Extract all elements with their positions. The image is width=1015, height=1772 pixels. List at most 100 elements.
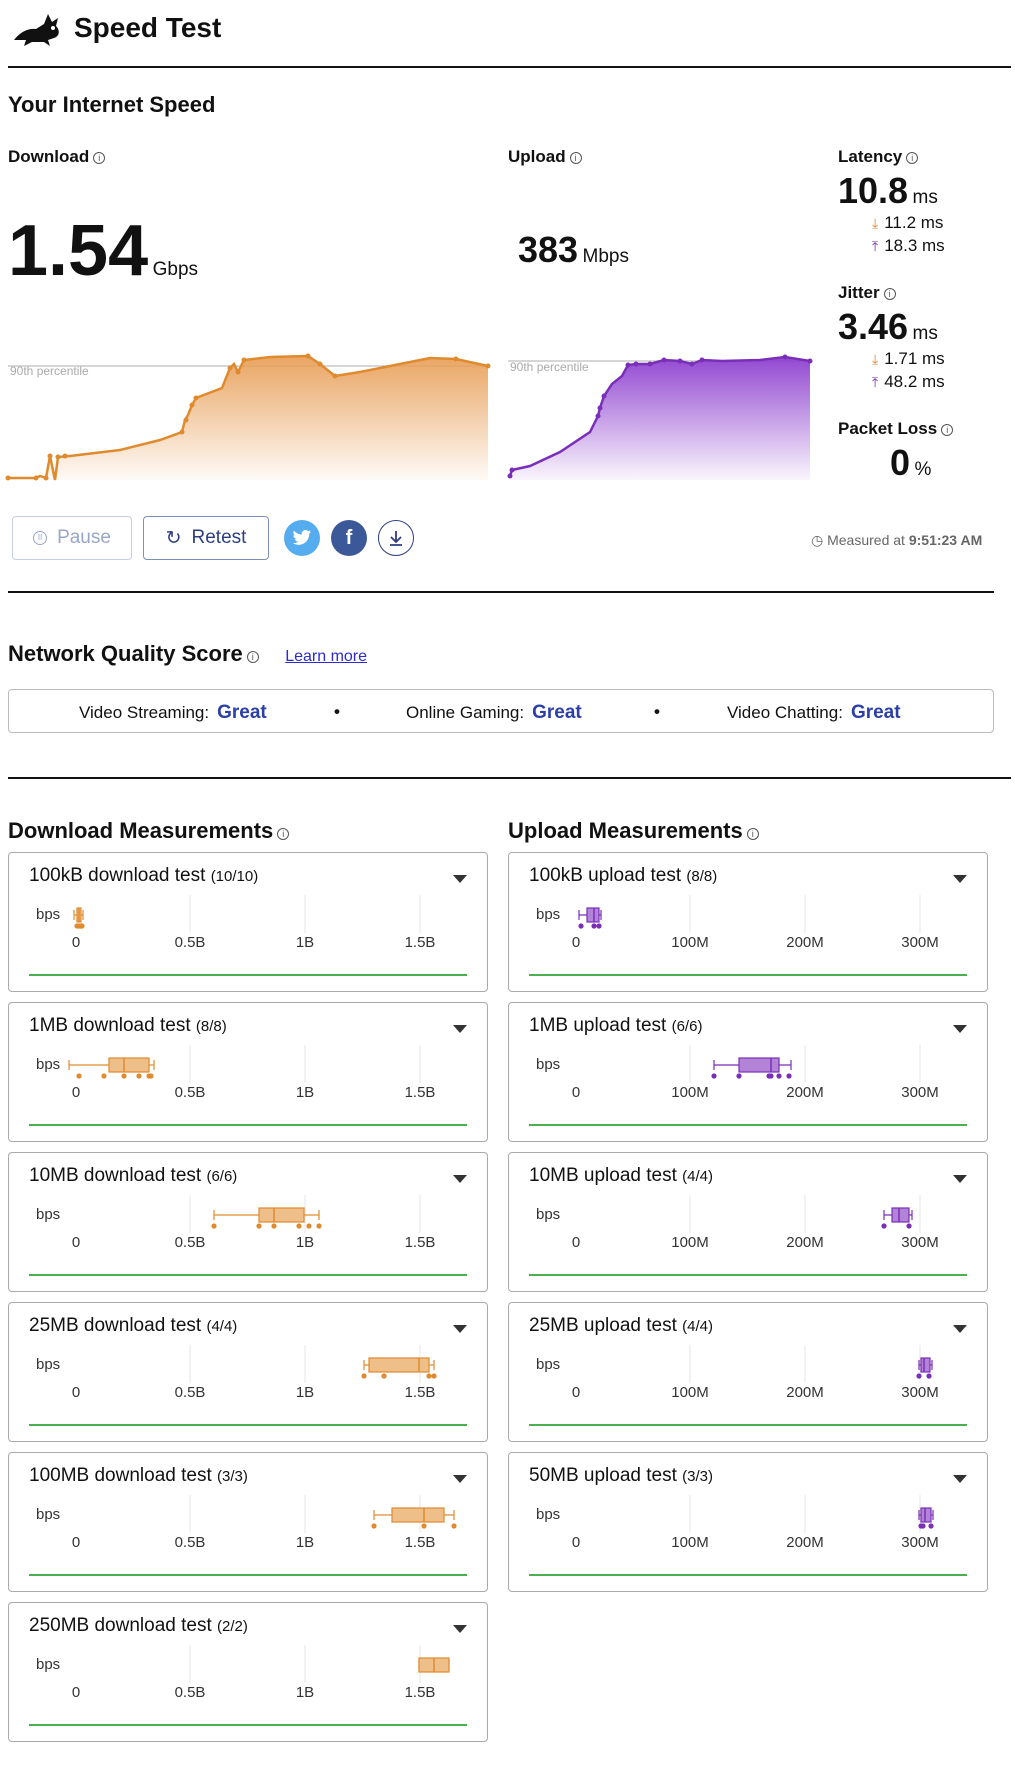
test-title: 100MB download test (3/3) [29,1465,248,1487]
test-name: 100kB upload test [529,865,687,886]
clock-icon: ◷ [811,532,824,548]
download-results-button[interactable] [378,520,414,556]
upload-value: 383 [518,229,579,270]
upload-speed: 383 Mbps [518,229,629,271]
box-plot: bps 0 100M 200M 300M [529,1045,967,1126]
chevron-down-icon[interactable] [453,875,467,883]
quality-header: Network Quality Score i Learn more [8,641,367,667]
download-test-card[interactable]: 1MB download test (8/8) bps 0 0.5B 1B 1.5B [8,1002,488,1142]
chevron-down-icon[interactable] [453,1025,467,1033]
download-test-card[interactable]: 100MB download test (3/3) bps 0 0.5B 1B 1.5B [8,1452,488,1592]
info-icon[interactable]: i [569,151,582,164]
tick-label: 1.5B [405,934,436,951]
separator-dot: • [654,702,660,721]
sample-point [920,1523,926,1529]
download-speed: 1.54 Gbps [8,210,198,292]
facebook-share-button[interactable]: f [331,520,367,556]
chevron-down-icon[interactable] [453,1625,467,1633]
download-test-card[interactable]: 10MB download test (6/6) bps 0 0.5B 1B 1.5B [8,1152,488,1292]
upload-measurements-header: Upload Measurements i [508,818,759,844]
info-icon[interactable]: i [941,423,954,436]
download-test-card[interactable]: 100kB download test (10/10) bps 0 0.5B 1B 1.5… [8,852,488,992]
box-plot: bps 0 0.5B 1B 1.5B [29,1645,467,1726]
tick-label: 0 [572,1534,580,1551]
info-icon[interactable]: i [746,827,759,840]
quality-item-value: Great [217,702,267,723]
learn-more-link[interactable]: Learn more [285,648,368,665]
latency-up-value: 18.3 ms [884,236,945,255]
info-icon[interactable]: i [93,151,106,164]
info-icon[interactable]: i [906,151,919,164]
pause-button[interactable]: II Pause [12,516,132,560]
info-icon[interactable]: i [883,287,896,300]
axis-unit-label: bps [536,1206,560,1223]
chevron-down-icon[interactable] [453,1475,467,1483]
test-title: 10MB upload test (4/4) [529,1165,713,1187]
upload-arrow-icon: ⤒ [872,238,879,254]
sample-point [421,1523,427,1529]
app-title: Speed Test [74,12,222,43]
tick-label: 1.5B [405,1384,436,1401]
sample-point [148,1073,154,1079]
upload-test-card[interactable]: 1MB upload test (6/6) bps 0 100M 200M 300M [508,1002,988,1142]
tick-label: 0 [572,1084,580,1101]
download-test-card[interactable]: 250MB download test (2/2) bps 0 0.5B 1B 1.5B [8,1602,488,1742]
packet-loss-value: 0 [890,442,911,483]
twitter-share-button[interactable] [284,520,320,556]
test-count: (8/8) [195,1018,227,1035]
sample-point [426,1373,432,1379]
latency-main: 10.8 ms [838,170,938,212]
latency-value: 10.8 [838,170,909,211]
tick-label: 300M [901,934,939,951]
upload-test-card[interactable]: 25MB upload test (4/4) bps 0 100M 200M 300M [508,1302,988,1442]
axis-unit-label: bps [536,1506,560,1523]
iqr-box [891,1207,910,1223]
chevron-down-icon[interactable] [453,1175,467,1183]
upload-test-card[interactable]: 100kB upload test (8/8) bps 0 100M 200M 300M [508,852,988,992]
chevron-down-icon[interactable] [953,1025,967,1033]
tick-label: 0 [72,1384,80,1401]
measured-prefix: Measured at [827,532,905,548]
tick-label: 0 [72,1234,80,1251]
retest-button[interactable]: ↻ Retest [143,516,269,560]
test-title: 1MB upload test (6/6) [529,1015,702,1037]
axis-unit-label: bps [36,1206,60,1223]
iqr-box [586,907,600,923]
chevron-down-icon[interactable] [953,1175,967,1183]
sample-point [596,923,602,929]
chevron-down-icon[interactable] [453,1325,467,1333]
info-icon[interactable]: i [246,650,259,663]
test-count: (6/6) [671,1018,703,1035]
box-plot: bps 0 0.5B 1B 1.5B [29,1345,467,1426]
iqr-box [920,1357,931,1373]
axis-unit-label: bps [536,1356,560,1373]
sample-point [591,923,597,929]
box-plot: bps 0 0.5B 1B 1.5B [29,1045,467,1126]
jitter-up-row: ⤒ 48.2 ms [872,372,945,392]
latency-down-row: ⤓ 11.2 ms [872,213,943,233]
tick-label: 200M [786,934,824,951]
sample-point [768,1073,774,1079]
test-name: 1MB download test [29,1015,196,1036]
latency-label: Latency [838,147,903,166]
jitter-down-value: 1.71 ms [884,349,945,368]
upload-area [510,357,810,480]
upload-percentile-label: 90th percentile [510,360,589,374]
packet-loss-main: 0 % [890,442,931,484]
tick-label: 0.5B [175,1234,206,1251]
download-test-card[interactable]: 25MB download test (4/4) bps 0 0.5B 1B 1.5B [8,1302,488,1442]
test-count: (4/4) [682,1318,713,1335]
info-icon[interactable]: i [277,827,290,840]
download-label-group: Download i [8,147,106,167]
chevron-down-icon[interactable] [953,1475,967,1483]
iqr-box [368,1357,430,1373]
chevron-down-icon[interactable] [953,1325,967,1333]
chevron-down-icon[interactable] [953,875,967,883]
packet-loss-unit: % [914,459,932,480]
test-count: (4/4) [682,1168,713,1185]
upload-test-card[interactable]: 50MB upload test (3/3) bps 0 100M 200M 300M [508,1452,988,1592]
tick-label: 0 [72,1534,80,1551]
upload-test-card[interactable]: 10MB upload test (4/4) bps 0 100M 200M 300M [508,1152,988,1292]
quality-item-label: Video Streaming: [79,703,210,722]
sample-point [371,1523,377,1529]
